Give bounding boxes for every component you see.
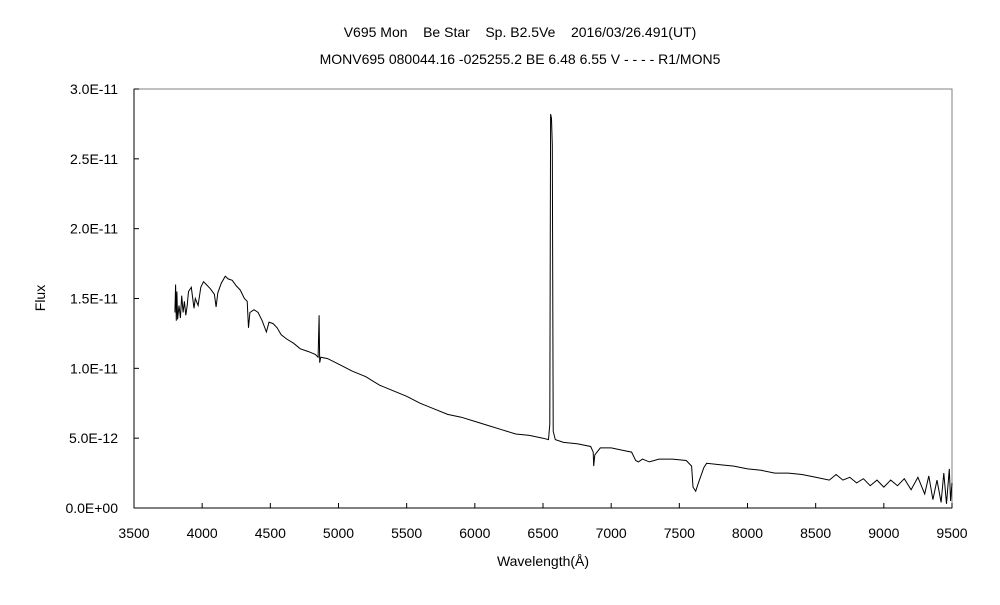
x-tick-label: 6000 [459, 525, 490, 541]
y-tick-label: 0.0E+00 [65, 500, 118, 516]
plot-area [133, 88, 953, 509]
x-tick-label: 4500 [255, 525, 286, 541]
chart-title: V695 Mon Be Star Sp. B2.5Ve 2016/03/26.4… [344, 24, 697, 40]
x-tick-label: 5500 [391, 525, 422, 541]
y-axis-label: Flux [32, 285, 48, 311]
y-tick-label: 2.5E-11 [70, 151, 118, 167]
y-tick-label: 3.0E-11 [70, 81, 118, 97]
x-tick-label: 7500 [664, 525, 695, 541]
x-tick-label: 9500 [936, 525, 967, 541]
x-tick-label: 3500 [118, 525, 149, 541]
x-axis-label: Wavelength(Å) [497, 553, 589, 569]
x-tick-label: 6500 [527, 525, 558, 541]
x-tick-label: 8000 [732, 525, 763, 541]
chart-subtitle: MONV695 080044.16 -025255.2 BE 6.48 6.55… [320, 51, 721, 67]
x-tick-label: 7000 [596, 525, 627, 541]
x-tick-label: 8500 [800, 525, 831, 541]
y-tick-label: 1.0E-11 [70, 360, 118, 376]
x-tick-label: 9000 [868, 525, 899, 541]
y-tick-label: 2.0E-11 [70, 221, 118, 237]
y-tick-label: 5.0E-12 [69, 430, 118, 446]
spectrum-line [174, 113, 953, 504]
x-tick-label: 5000 [323, 525, 354, 541]
x-tick-label: 4000 [187, 525, 218, 541]
y-tick-label: 1.5E-11 [70, 291, 118, 307]
